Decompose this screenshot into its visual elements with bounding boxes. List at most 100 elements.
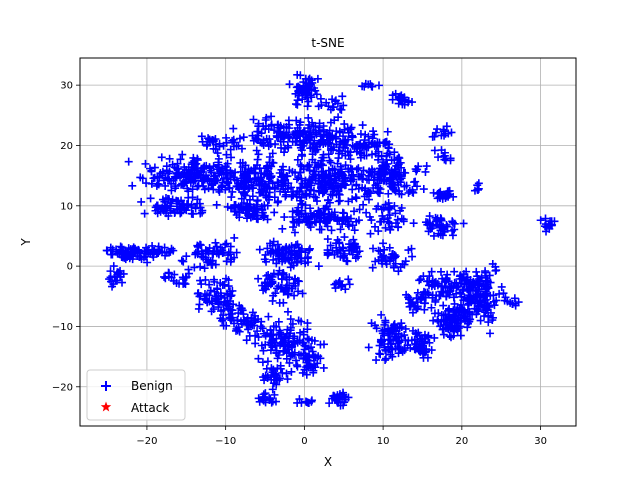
benign-point xyxy=(252,146,261,155)
benign-point xyxy=(267,330,276,339)
benign-point xyxy=(137,197,146,206)
benign-point xyxy=(293,187,302,196)
benign-point xyxy=(274,282,283,291)
benign-point xyxy=(298,151,307,160)
benign-point xyxy=(282,354,291,363)
benign-point xyxy=(179,257,188,266)
benign-point xyxy=(419,185,428,194)
benign-point xyxy=(278,162,287,171)
benign-point xyxy=(488,316,497,325)
benign-point xyxy=(318,153,327,162)
benign-point xyxy=(336,225,345,234)
benign-point xyxy=(430,132,439,141)
benign-point xyxy=(311,193,320,202)
benign-point xyxy=(285,332,294,341)
benign-point xyxy=(270,183,279,192)
benign-point xyxy=(344,393,353,402)
benign-point xyxy=(254,122,263,131)
benign-point xyxy=(470,304,479,313)
benign-point xyxy=(164,211,173,220)
benign-point xyxy=(360,136,369,145)
benign-point xyxy=(231,326,240,335)
benign-point xyxy=(463,273,472,282)
benign-point xyxy=(236,158,245,167)
benign-point xyxy=(135,252,144,261)
benign-point xyxy=(323,235,332,244)
benign-point xyxy=(299,212,308,221)
benign-point xyxy=(214,250,223,259)
benign-point xyxy=(161,251,170,260)
benign-point xyxy=(182,178,191,187)
benign-point xyxy=(198,137,207,146)
benign-point xyxy=(128,255,137,264)
benign-point xyxy=(287,249,296,258)
benign-point xyxy=(333,99,342,108)
benign-point xyxy=(484,284,493,293)
x-tick-label: 10 xyxy=(377,436,390,447)
benign-point xyxy=(128,245,137,254)
benign-point xyxy=(386,350,395,359)
benign-point xyxy=(191,250,200,259)
benign-point xyxy=(194,242,203,251)
benign-point xyxy=(307,181,316,190)
benign-point xyxy=(279,298,288,307)
benign-point xyxy=(312,90,321,99)
benign-point xyxy=(203,140,212,149)
benign-point xyxy=(448,226,457,235)
benign-point xyxy=(384,217,393,226)
benign-point xyxy=(400,182,409,191)
benign-point xyxy=(381,138,390,147)
benign-point xyxy=(146,194,155,203)
benign-point xyxy=(263,357,272,366)
benign-point xyxy=(259,186,268,195)
benign-point xyxy=(413,165,422,174)
benign-point xyxy=(259,286,268,295)
benign-point xyxy=(456,288,465,297)
benign-point xyxy=(161,181,170,190)
benign-point xyxy=(425,338,434,347)
benign-point xyxy=(234,141,243,150)
benign-point xyxy=(303,102,312,111)
benign-point xyxy=(444,306,453,315)
benign-point xyxy=(408,187,417,196)
benign-point xyxy=(109,262,118,271)
benign-point xyxy=(449,331,458,340)
benign-point xyxy=(265,278,274,287)
benign-point xyxy=(442,292,451,301)
benign-point xyxy=(421,167,430,176)
benign-point xyxy=(457,274,466,283)
legend-box xyxy=(86,369,186,421)
benign-point xyxy=(304,352,313,361)
benign-point xyxy=(394,180,403,189)
benign-point xyxy=(334,154,343,163)
benign-point xyxy=(311,171,320,180)
benign-point xyxy=(328,182,337,191)
benign-point xyxy=(200,294,209,303)
benign-point xyxy=(105,275,114,284)
benign-point xyxy=(283,290,292,299)
benign-point xyxy=(326,171,335,180)
benign-point xyxy=(387,175,396,184)
benign-point xyxy=(197,280,206,289)
benign-point xyxy=(314,352,323,361)
benign-point xyxy=(298,289,307,298)
benign-point xyxy=(124,244,133,253)
benign-point xyxy=(259,373,268,382)
benign-point xyxy=(216,167,225,176)
benign-point xyxy=(359,166,368,175)
benign-point xyxy=(480,312,489,321)
benign-point xyxy=(189,177,198,186)
benign-point xyxy=(257,139,266,148)
benign-point xyxy=(443,270,452,279)
benign-point xyxy=(238,306,247,315)
benign-point xyxy=(374,175,383,184)
benign-point xyxy=(215,142,224,151)
benign-point xyxy=(228,187,237,196)
benign-point xyxy=(317,225,326,234)
benign-point xyxy=(424,227,433,236)
benign-point xyxy=(437,287,446,296)
benign-point xyxy=(293,362,302,371)
benign-point xyxy=(262,134,271,143)
benign-point xyxy=(422,162,431,171)
benign-point xyxy=(112,247,121,256)
